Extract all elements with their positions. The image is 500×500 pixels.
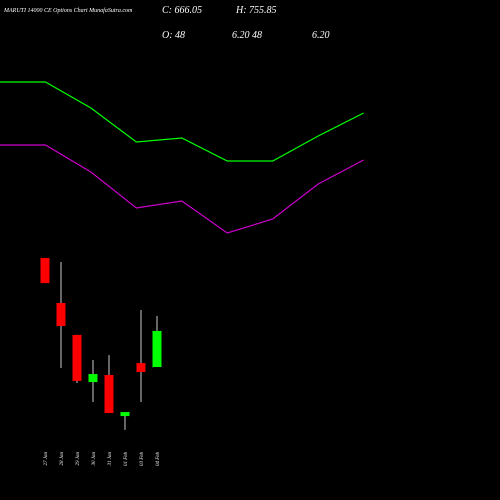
x-tick-label: 30 Jan <box>92 452 97 466</box>
x-tick-label: 29 Jan <box>76 452 81 466</box>
candle-body <box>88 374 98 383</box>
line-series <box>0 81 364 162</box>
candle-body <box>104 375 114 414</box>
open-label: O: 48 <box>162 30 185 41</box>
x-tick-label: 03 Feb <box>140 452 145 467</box>
x-tick-label: 31 Jan <box>108 452 113 466</box>
candle-body <box>136 363 146 372</box>
x-tick-label: 28 Jan <box>60 452 65 466</box>
candle-body <box>152 330 162 368</box>
high-label: H: 755.85 <box>235 5 277 16</box>
x-tick-label: 01 Feb <box>124 452 129 467</box>
x-tick-label: 27 Jan <box>44 452 49 466</box>
close-label: C: 666.05 <box>162 5 202 16</box>
low-label: 6.20 48 <box>232 30 262 41</box>
candle-body <box>72 334 82 381</box>
x-tick-label: 04 Feb <box>156 452 161 467</box>
chart-title: MARUTI 14000 CE Options Chart MunafaSutr… <box>3 7 133 14</box>
candle-body <box>40 257 50 284</box>
last-label: 6.20 <box>312 30 330 41</box>
candle-body <box>120 412 130 417</box>
candle-body <box>56 303 66 326</box>
line-series <box>0 144 364 234</box>
